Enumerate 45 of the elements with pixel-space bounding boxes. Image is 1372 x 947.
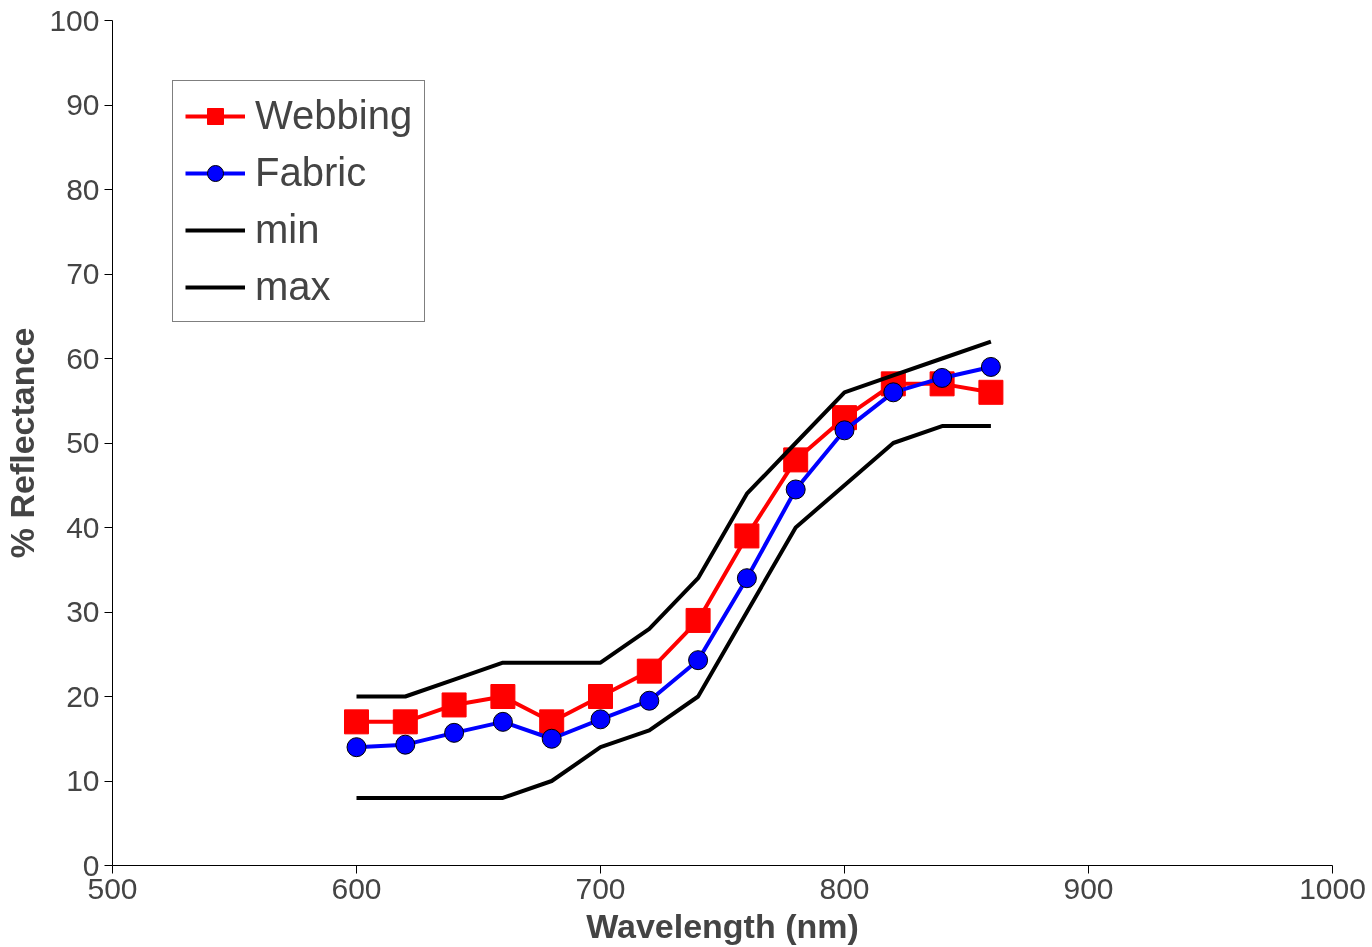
point	[492, 711, 513, 732]
y-tick-label: 80	[66, 172, 100, 206]
y-tick-label: 70	[66, 257, 100, 290]
point	[980, 356, 1001, 377]
x-tick-label: 900	[1063, 871, 1114, 905]
y-tick-label: 50	[66, 426, 100, 459]
point	[344, 709, 369, 735]
point	[346, 737, 367, 758]
y-tick-label: 10	[66, 764, 100, 797]
point	[490, 684, 516, 709]
y-tick-label: 40	[66, 510, 100, 544]
x-axis-title: Wavelength (nm)	[586, 906, 859, 945]
point	[395, 734, 416, 755]
point	[688, 650, 709, 671]
point	[785, 479, 806, 500]
legend-label: Fabric	[255, 150, 367, 195]
point	[639, 690, 660, 711]
legend-label: Webbing	[255, 93, 413, 138]
point	[834, 420, 855, 441]
y-tick-label: 100	[49, 3, 100, 37]
legend-label: min	[255, 207, 320, 252]
y-axis-title: % Reflectance	[3, 327, 42, 559]
x-tick-label: 1000	[1299, 871, 1366, 905]
point	[541, 728, 562, 749]
point	[783, 447, 809, 473]
y-tick-label: 90	[66, 88, 100, 121]
line-series	[354, 339, 993, 699]
point	[392, 709, 418, 735]
y-tick-label: 30	[66, 595, 100, 628]
line-series	[354, 424, 993, 800]
x-tick-label: 700	[575, 871, 626, 905]
point	[736, 568, 757, 589]
point	[441, 692, 467, 718]
point	[978, 379, 1004, 405]
point	[734, 523, 760, 549]
point	[590, 709, 611, 730]
point	[685, 607, 711, 633]
legend-label: max	[255, 264, 331, 309]
y-tick-label: 20	[66, 679, 100, 713]
point	[444, 722, 465, 743]
point	[588, 684, 613, 709]
point	[636, 658, 662, 684]
x-tick-label: 800	[819, 871, 870, 905]
x-tick-label: 600	[331, 871, 382, 905]
y-tick-label: 60	[66, 341, 100, 375]
